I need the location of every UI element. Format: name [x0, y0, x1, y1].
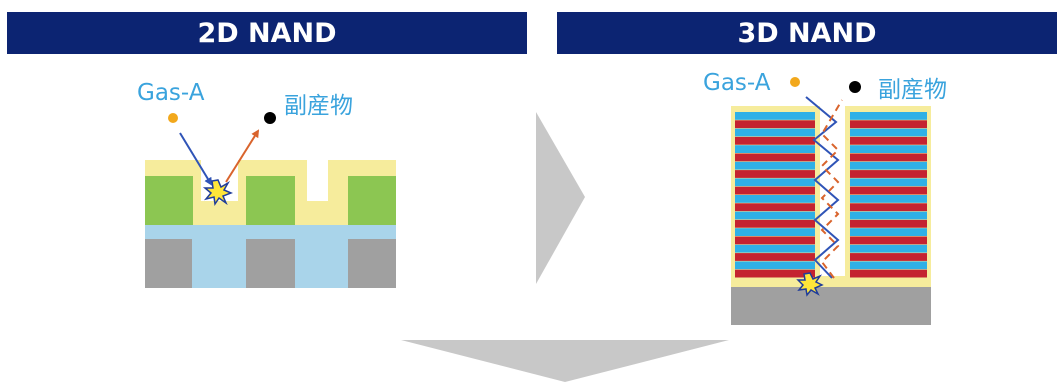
insulator-layer	[735, 161, 815, 170]
word-line-layer	[850, 170, 927, 178]
word-line-layer	[850, 136, 927, 145]
byproduct-path-2d	[225, 129, 260, 183]
word-line-layer	[735, 136, 815, 145]
gate-block-2d	[145, 176, 193, 225]
byproduct-label-3d: 副産物	[878, 77, 947, 103]
insulator-layer	[735, 178, 815, 187]
word-line-layer	[735, 120, 815, 129]
panel-title-3d-nand: 3D NAND	[557, 12, 1057, 54]
word-line-layer	[850, 153, 927, 162]
gate-block-2d	[348, 176, 396, 225]
word-line-layer	[735, 236, 815, 245]
insulator-layer	[850, 161, 927, 170]
gas-label-2d: Gas-A	[137, 80, 205, 106]
word-line-layer	[850, 253, 927, 261]
word-line-layer	[850, 219, 927, 228]
substrate-block-2d	[246, 239, 295, 288]
insulator-layer	[735, 211, 815, 220]
word-line-layer	[735, 219, 815, 228]
insulator-layer	[850, 261, 927, 270]
insulator-layer	[735, 145, 815, 153]
gas-molecule-icon	[790, 77, 800, 87]
insulator-layer	[850, 195, 927, 203]
insulator-layer	[850, 211, 927, 220]
gas-molecule-icon	[168, 113, 178, 123]
substrate-3d	[731, 287, 931, 325]
insulator-layer	[850, 145, 927, 153]
word-line-layer	[735, 170, 815, 178]
byproduct-path-3d	[820, 99, 843, 279]
word-line-layer	[735, 153, 815, 162]
layer-stack-right	[850, 112, 927, 278]
insulator-layer	[735, 228, 815, 236]
layer-stack-left	[735, 112, 815, 278]
insulator-layer	[735, 244, 815, 253]
transition-arrow-icon	[401, 340, 729, 382]
byproduct-label-2d: 副産物	[284, 93, 353, 119]
word-line-layer	[735, 253, 815, 261]
gate-block-2d	[246, 176, 295, 225]
byproduct-molecule-icon	[264, 112, 276, 124]
structure-2d-nand	[145, 160, 396, 288]
structure-3d-nand	[731, 106, 931, 325]
word-line-layer	[735, 186, 815, 195]
gas-path-2d	[179, 132, 213, 186]
substrate-block-2d	[348, 239, 396, 288]
insulator-layer	[735, 261, 815, 270]
panel-title-2d-nand: 2D NAND	[7, 12, 527, 54]
substrate-block-2d	[145, 239, 192, 288]
reaction-burst-icon	[202, 179, 234, 207]
word-line-layer	[850, 203, 927, 212]
insulator-layer	[735, 128, 815, 137]
word-line-layer	[850, 120, 927, 129]
insulator-layer	[850, 112, 927, 120]
word-line-layer	[850, 236, 927, 245]
insulator-layer	[850, 128, 927, 137]
gas-path-3d	[805, 96, 840, 279]
insulator-layer	[735, 195, 815, 203]
reaction-burst-icon	[796, 272, 824, 297]
insulator-layer	[850, 228, 927, 236]
word-line-layer	[735, 269, 815, 278]
insulator-layer	[850, 244, 927, 253]
byproduct-molecule-icon	[849, 81, 861, 93]
word-line-layer	[850, 186, 927, 195]
transition-arrow-icon	[536, 112, 585, 284]
word-line-layer	[735, 203, 815, 212]
insulator-layer	[850, 178, 927, 187]
word-line-layer	[850, 269, 927, 278]
insulator-layer	[735, 112, 815, 120]
gas-label-3d: Gas-A	[703, 70, 771, 96]
